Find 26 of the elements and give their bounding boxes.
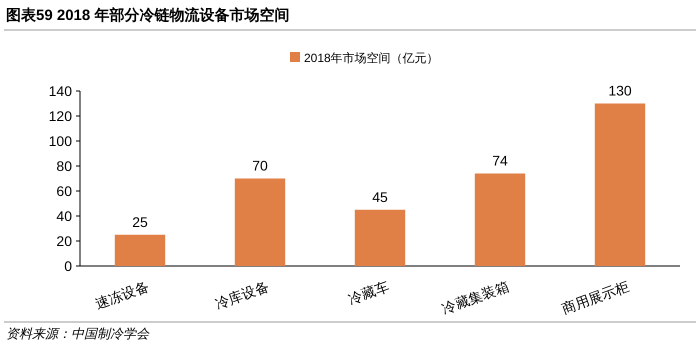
y-tick-label: 140 [48, 83, 72, 99]
legend-label: 2018年市场空间（亿元） [304, 51, 439, 65]
bar [594, 104, 646, 266]
bar [474, 174, 526, 266]
bar [234, 178, 286, 266]
x-tick-label: 冷藏集装箱 [440, 278, 512, 317]
y-tick-label: 120 [48, 108, 72, 124]
data-label: 45 [372, 188, 388, 205]
x-tick-label: 冷库设备 [212, 278, 272, 312]
y-tick-label: 40 [56, 208, 72, 224]
data-label: 74 [492, 152, 508, 168]
data-label: 25 [132, 214, 148, 230]
data-label: 70 [252, 158, 268, 174]
y-tick-label: 20 [56, 233, 72, 249]
x-tick-label: 商用展示柜 [560, 278, 632, 317]
bar [354, 210, 406, 266]
y-tick-label: 0 [64, 258, 72, 274]
y-tick-label: 100 [48, 133, 72, 149]
bar [114, 234, 166, 266]
y-tick-label: 60 [56, 183, 72, 199]
chart-title: 图表59 2018 年部分冷链物流设备市场空间 [6, 6, 290, 24]
y-tick-label: 80 [56, 158, 72, 174]
text: 资料来源：中国制冷学会 [6, 326, 150, 341]
data-label: 130 [608, 82, 632, 98]
x-tick-label: 速冻设备 [92, 278, 152, 312]
x-tick-label: 冷藏车 [346, 278, 392, 308]
